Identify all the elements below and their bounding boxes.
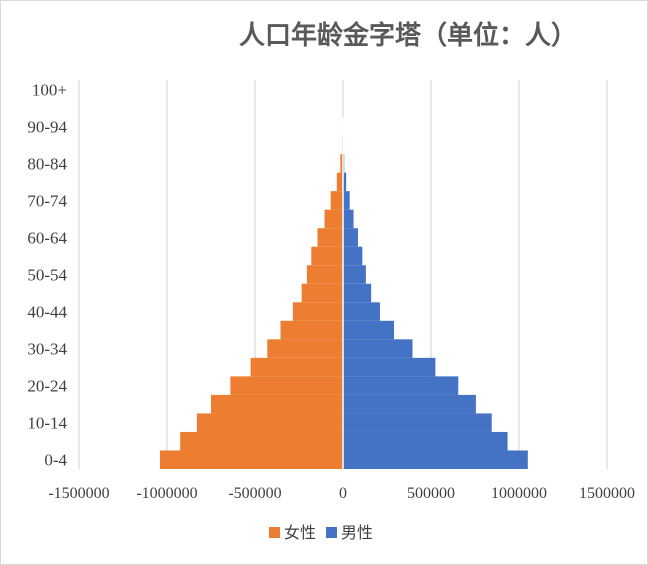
bar-female-65-69 — [324, 209, 343, 229]
y-tick-label: 30-34 — [27, 340, 67, 359]
legend-swatch-male — [326, 527, 337, 538]
x-tick-label: -1500000 — [48, 485, 109, 502]
bar-female-55-59 — [311, 246, 343, 266]
chart-title: 人口年龄金字塔（单位：人） — [239, 20, 577, 51]
bar-male-0-4 — [343, 450, 528, 469]
bar-female-60-64 — [317, 228, 343, 247]
bar-male-50-54 — [343, 265, 366, 284]
bar-male-15-19 — [343, 394, 476, 414]
y-tick-label: 20-24 — [27, 377, 67, 396]
legend-label-female: 女性 — [284, 523, 316, 542]
y-tick-label: 40-44 — [27, 303, 67, 322]
bar-male-65-69 — [343, 209, 354, 229]
bar-male-45-49 — [343, 283, 372, 303]
bar-male-25-29 — [343, 357, 436, 377]
bar-female-40-44 — [292, 302, 343, 321]
legend: 女性 男性 — [269, 523, 373, 542]
bar-male-30-34 — [343, 339, 413, 358]
x-tick-label: 1500000 — [579, 485, 635, 502]
bar-female-25-29 — [250, 357, 343, 377]
bar-female-70-74 — [330, 191, 343, 210]
y-tick-label: 10-14 — [27, 414, 67, 433]
bar-female-35-39 — [280, 320, 343, 340]
y-tick-label: 70-74 — [27, 191, 67, 210]
bars — [159, 117, 528, 469]
bar-female-50-54 — [306, 265, 343, 284]
x-tick-label: 500000 — [407, 485, 455, 502]
bar-male-75-79 — [343, 172, 347, 192]
bar-male-35-39 — [343, 320, 395, 340]
y-tick-label: 80-84 — [27, 154, 67, 173]
bar-female-5-9 — [180, 431, 343, 451]
bar-female-80-84 — [340, 154, 343, 173]
legend-swatch-female — [269, 527, 280, 538]
bar-female-30-34 — [267, 339, 343, 358]
bar-male-20-24 — [343, 376, 459, 395]
bar-male-40-44 — [343, 302, 380, 321]
bar-female-45-49 — [301, 283, 343, 303]
bar-female-20-24 — [230, 376, 343, 395]
bar-female-0-4 — [159, 450, 343, 469]
y-axis-tick-labels: 100+ 90-94 80-84 70-74 60-64 50-54 40-44 30-34 2… — [27, 80, 67, 469]
bar-male-60-64 — [343, 228, 358, 247]
x-axis-tick-labels: -1500000 -1000000 -500000 0 500000 1000000 150… — [48, 485, 635, 502]
y-tick-label: 60-64 — [27, 228, 67, 247]
bar-female-15-19 — [211, 394, 343, 414]
y-tick-label: 50-54 — [27, 266, 67, 285]
bar-male-55-59 — [343, 246, 363, 266]
bar-female-75-79 — [336, 172, 343, 192]
bar-male-70-74 — [343, 191, 350, 210]
x-tick-label: -500000 — [228, 485, 281, 502]
y-tick-label: 100+ — [32, 80, 67, 99]
x-tick-label: -1000000 — [136, 485, 197, 502]
x-tick-label: 0 — [339, 485, 347, 502]
bar-female-10-14 — [196, 413, 343, 432]
y-tick-label: 90-94 — [27, 117, 67, 136]
y-tick-label: 0-4 — [44, 451, 67, 470]
bar-male-5-9 — [343, 431, 508, 451]
legend-label-male: 男性 — [341, 523, 373, 542]
x-tick-label: 1000000 — [491, 485, 547, 502]
bar-male-10-14 — [343, 413, 492, 432]
